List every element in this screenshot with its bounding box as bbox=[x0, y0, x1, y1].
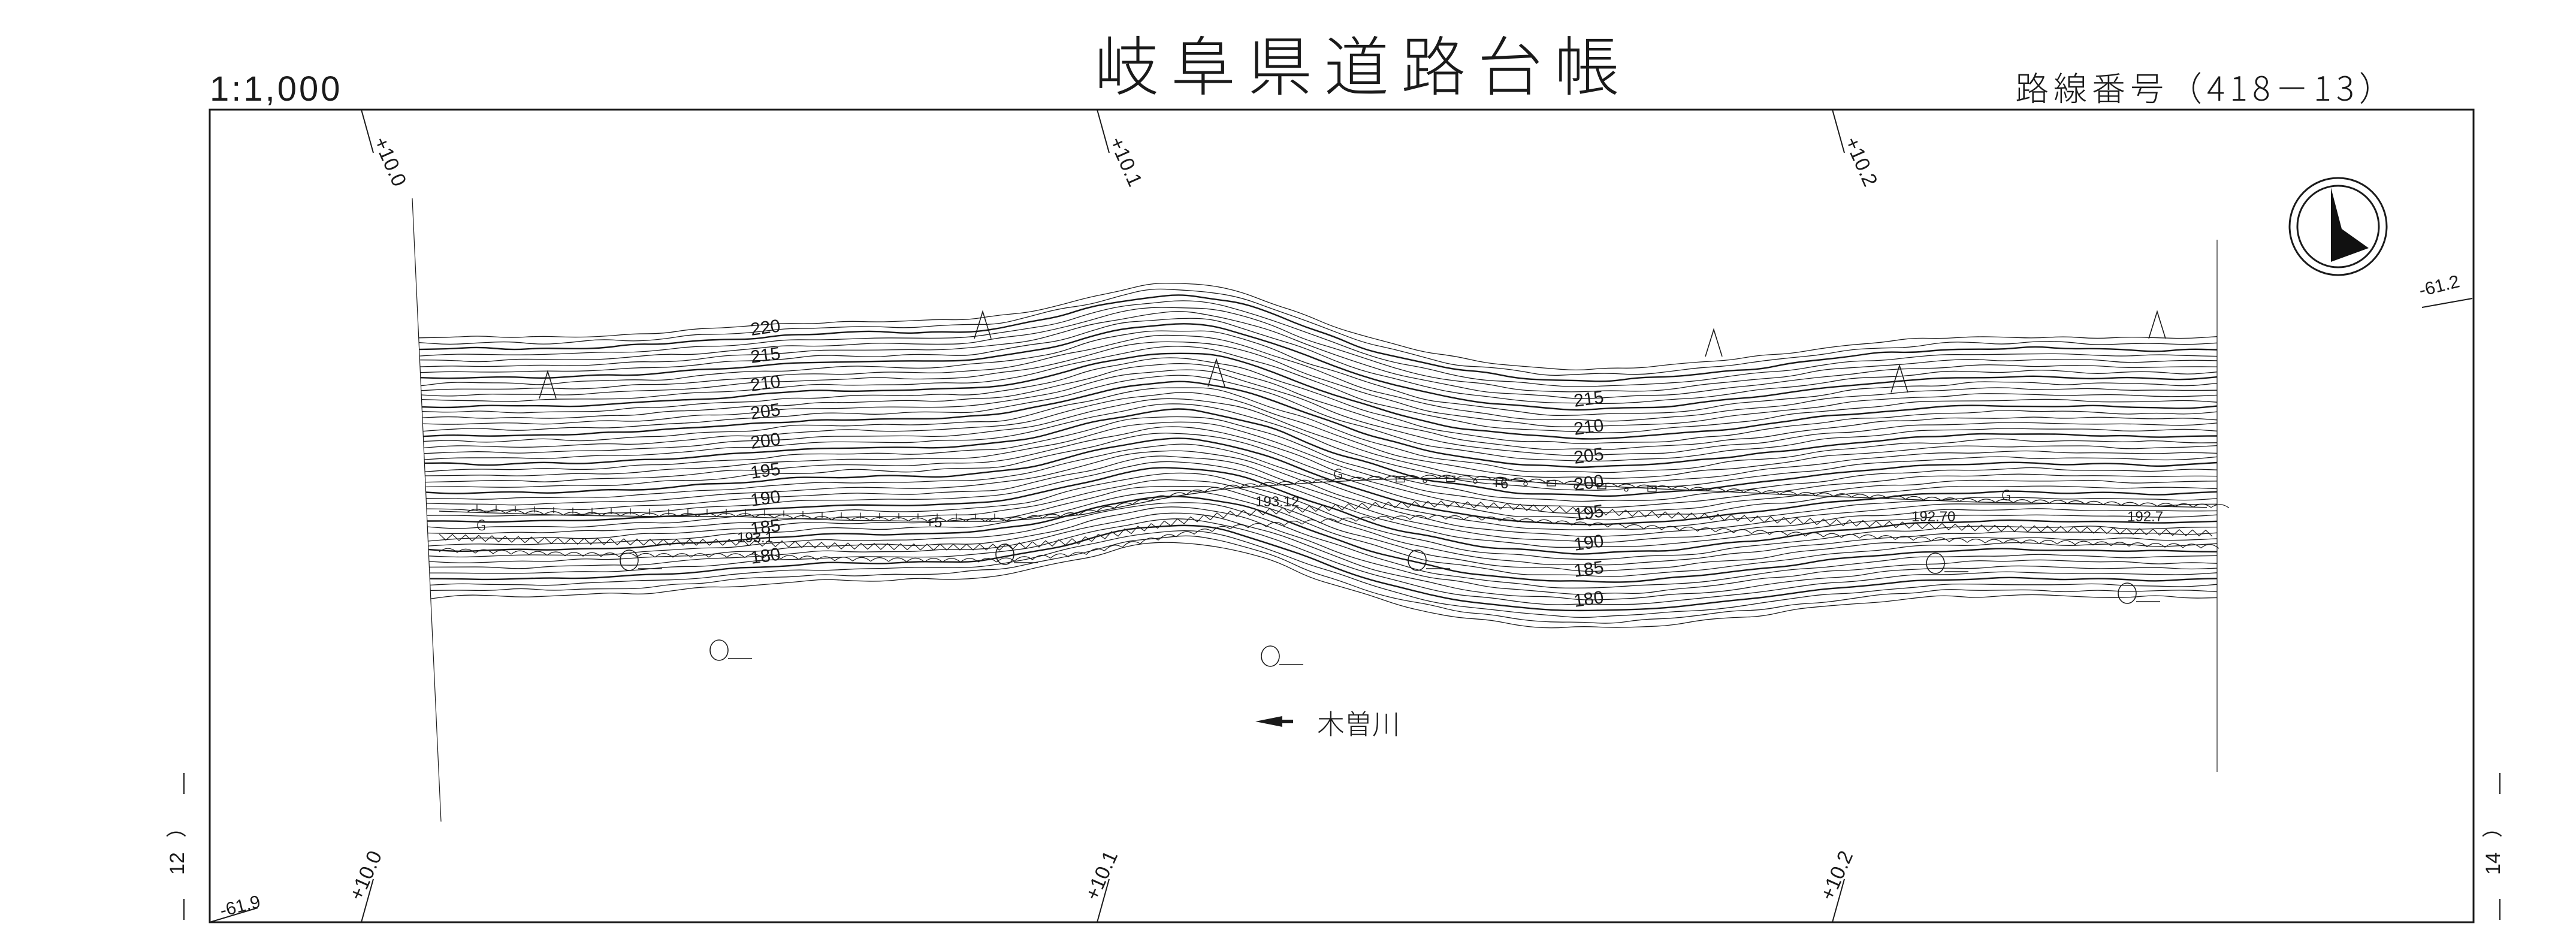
svg-text:205: 205 bbox=[749, 400, 781, 424]
svg-text:路線番号（418－13）: 路線番号（418－13） bbox=[2015, 62, 2397, 111]
svg-text:岐阜県道路台帳: 岐阜県道路台帳 bbox=[1094, 16, 1631, 109]
svg-text:+10.0: +10.0 bbox=[369, 134, 411, 190]
svg-text:192.70: 192.70 bbox=[1911, 509, 1955, 525]
svg-text:220: 220 bbox=[749, 316, 781, 340]
svg-text:G: G bbox=[2001, 484, 2011, 505]
svg-text:192.7: 192.7 bbox=[2127, 509, 2163, 525]
svg-text:1:1,000: 1:1,000 bbox=[210, 70, 343, 108]
svg-text:195: 195 bbox=[1572, 501, 1605, 525]
svg-text:180: 180 bbox=[1572, 587, 1605, 611]
svg-text:210: 210 bbox=[749, 372, 781, 395]
svg-text:G: G bbox=[1333, 463, 1343, 484]
svg-text:+6: +6 bbox=[1492, 476, 1508, 492]
svg-text:200: 200 bbox=[1572, 471, 1605, 495]
svg-text:195: 195 bbox=[749, 459, 781, 483]
svg-text:-61.2: -61.2 bbox=[2417, 271, 2462, 301]
svg-text:+10.1: +10.1 bbox=[1105, 134, 1147, 190]
svg-text:193.12: 193.12 bbox=[1255, 494, 1299, 510]
svg-text:+10.2: +10.2 bbox=[1840, 134, 1882, 190]
svg-text:）: ） bbox=[2482, 817, 2505, 838]
svg-text:200: 200 bbox=[749, 429, 781, 453]
svg-text:185: 185 bbox=[1572, 557, 1605, 581]
svg-text:+10.1: +10.1 bbox=[1081, 847, 1123, 904]
svg-text:215: 215 bbox=[749, 343, 781, 367]
svg-text:G: G bbox=[476, 514, 486, 535]
svg-text:205: 205 bbox=[1572, 444, 1605, 468]
svg-text:180: 180 bbox=[749, 544, 781, 568]
svg-text:+10.2: +10.2 bbox=[1816, 847, 1858, 904]
svg-text:190: 190 bbox=[749, 487, 781, 511]
svg-text:215: 215 bbox=[1572, 387, 1605, 411]
svg-text:木曽川: 木曽川 bbox=[1317, 703, 1400, 742]
svg-text:-61.9: -61.9 bbox=[218, 892, 262, 921]
svg-text:210: 210 bbox=[1572, 415, 1605, 439]
svg-text:12: 12 bbox=[166, 852, 189, 875]
svg-text:+5: +5 bbox=[926, 515, 942, 531]
svg-text:）: ） bbox=[166, 817, 189, 838]
svg-text:14: 14 bbox=[2482, 852, 2505, 875]
svg-text:193.1: 193.1 bbox=[737, 530, 773, 546]
svg-text:190: 190 bbox=[1572, 531, 1605, 555]
svg-text:+10.0: +10.0 bbox=[345, 847, 387, 904]
